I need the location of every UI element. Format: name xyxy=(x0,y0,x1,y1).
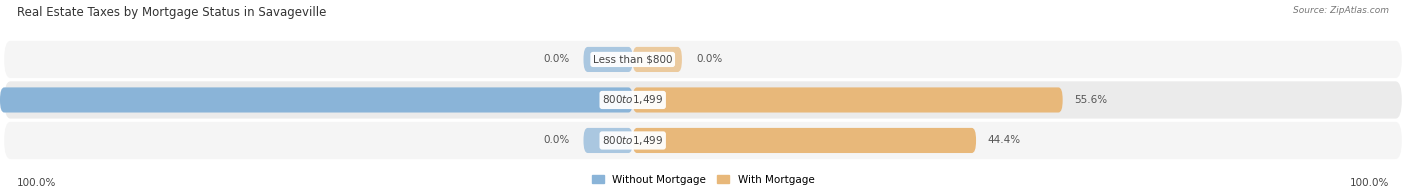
Text: $800 to $1,499: $800 to $1,499 xyxy=(602,134,664,147)
FancyBboxPatch shape xyxy=(4,41,1402,78)
Text: 55.6%: 55.6% xyxy=(1074,95,1107,105)
FancyBboxPatch shape xyxy=(633,87,1063,113)
FancyBboxPatch shape xyxy=(633,47,682,72)
Legend: Without Mortgage, With Mortgage: Without Mortgage, With Mortgage xyxy=(588,171,818,189)
Text: 100.0%: 100.0% xyxy=(17,178,56,188)
Text: Real Estate Taxes by Mortgage Status in Savageville: Real Estate Taxes by Mortgage Status in … xyxy=(17,6,326,19)
Text: 0.0%: 0.0% xyxy=(543,54,569,64)
FancyBboxPatch shape xyxy=(4,81,1402,119)
FancyBboxPatch shape xyxy=(0,87,633,113)
FancyBboxPatch shape xyxy=(583,47,633,72)
Text: Source: ZipAtlas.com: Source: ZipAtlas.com xyxy=(1294,6,1389,15)
FancyBboxPatch shape xyxy=(4,122,1402,159)
Text: 0.0%: 0.0% xyxy=(543,135,569,145)
FancyBboxPatch shape xyxy=(583,128,633,153)
Text: Less than $800: Less than $800 xyxy=(593,54,672,64)
Text: 44.4%: 44.4% xyxy=(987,135,1021,145)
Text: $800 to $1,499: $800 to $1,499 xyxy=(602,93,664,106)
Text: 0.0%: 0.0% xyxy=(696,54,723,64)
Text: 100.0%: 100.0% xyxy=(1350,178,1389,188)
FancyBboxPatch shape xyxy=(633,128,976,153)
